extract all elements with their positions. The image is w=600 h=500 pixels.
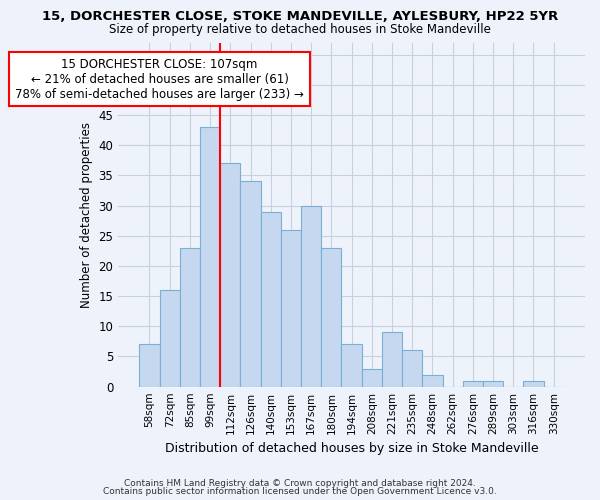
Bar: [260, 212, 281, 386]
Bar: [523, 380, 544, 386]
Text: Size of property relative to detached houses in Stoke Mandeville: Size of property relative to detached ho…: [109, 22, 491, 36]
X-axis label: Distribution of detached houses by size in Stoke Mandeville: Distribution of detached houses by size …: [165, 442, 538, 455]
Bar: [422, 374, 443, 386]
Bar: [362, 368, 382, 386]
Bar: [160, 290, 180, 386]
Y-axis label: Number of detached properties: Number of detached properties: [80, 122, 93, 308]
Bar: [301, 206, 321, 386]
Bar: [382, 332, 402, 386]
Bar: [281, 230, 301, 386]
Bar: [483, 380, 503, 386]
Text: Contains public sector information licensed under the Open Government Licence v3: Contains public sector information licen…: [103, 487, 497, 496]
Bar: [200, 127, 220, 386]
Text: 15 DORCHESTER CLOSE: 107sqm
← 21% of detached houses are smaller (61)
78% of sem: 15 DORCHESTER CLOSE: 107sqm ← 21% of det…: [15, 58, 304, 100]
Text: 15, DORCHESTER CLOSE, STOKE MANDEVILLE, AYLESBURY, HP22 5YR: 15, DORCHESTER CLOSE, STOKE MANDEVILLE, …: [42, 10, 558, 23]
Bar: [180, 248, 200, 386]
Bar: [220, 164, 241, 386]
Bar: [321, 248, 341, 386]
Bar: [402, 350, 422, 386]
Bar: [139, 344, 160, 387]
Bar: [241, 182, 260, 386]
Bar: [341, 344, 362, 387]
Bar: [463, 380, 483, 386]
Text: Contains HM Land Registry data © Crown copyright and database right 2024.: Contains HM Land Registry data © Crown c…: [124, 478, 476, 488]
